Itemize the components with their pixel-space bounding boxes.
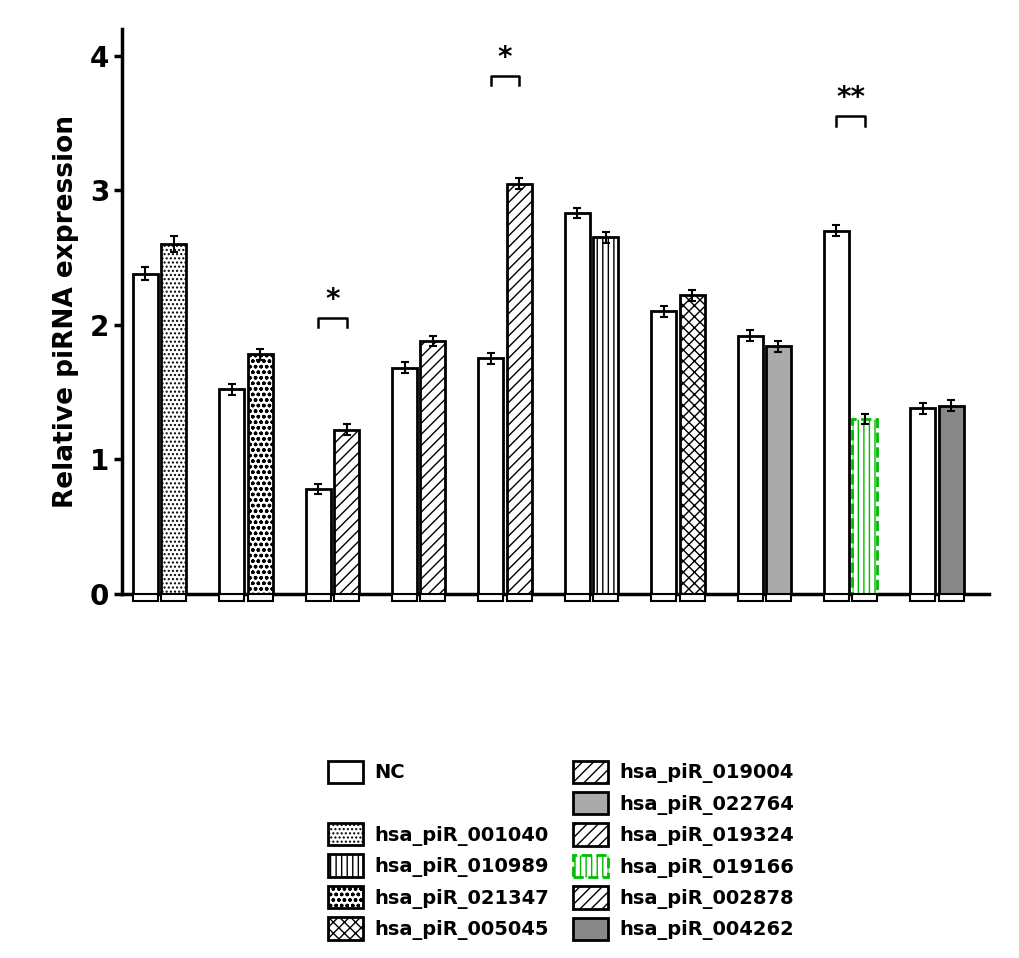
- Bar: [132, 594, 158, 601]
- Bar: [852, 594, 876, 601]
- Legend: NC, , hsa_piR_001040, hsa_piR_010989, hsa_piR_021347, hsa_piR_005045, hsa_piR_01: NC, , hsa_piR_001040, hsa_piR_010989, hs…: [320, 753, 801, 948]
- Bar: [823, 231, 848, 594]
- Bar: [333, 430, 359, 594]
- Bar: [506, 184, 531, 594]
- Bar: [650, 311, 676, 594]
- Bar: [248, 354, 272, 594]
- Bar: [565, 213, 589, 594]
- Bar: [650, 594, 676, 601]
- Bar: [219, 389, 245, 594]
- Bar: [852, 419, 876, 594]
- Bar: [593, 238, 618, 594]
- Bar: [823, 594, 848, 601]
- Bar: [593, 594, 618, 601]
- Bar: [219, 594, 245, 601]
- Bar: [420, 594, 445, 601]
- Bar: [391, 594, 417, 601]
- Bar: [909, 408, 934, 594]
- Bar: [679, 594, 704, 601]
- Bar: [765, 347, 790, 594]
- Bar: [132, 274, 158, 594]
- Bar: [161, 594, 186, 601]
- Text: *: *: [497, 44, 512, 72]
- Bar: [909, 594, 934, 601]
- Bar: [161, 244, 186, 594]
- Bar: [478, 594, 503, 601]
- Bar: [306, 489, 330, 594]
- Bar: [478, 358, 503, 594]
- Bar: [248, 594, 272, 601]
- Bar: [306, 594, 330, 601]
- Text: *: *: [325, 286, 339, 314]
- Y-axis label: Relative piRNA expression: Relative piRNA expression: [53, 115, 78, 508]
- Bar: [937, 594, 963, 601]
- Bar: [506, 594, 531, 601]
- Bar: [391, 368, 417, 594]
- Bar: [737, 335, 762, 594]
- Text: **: **: [836, 84, 864, 112]
- Bar: [737, 594, 762, 601]
- Bar: [937, 405, 963, 594]
- Bar: [679, 295, 704, 594]
- Bar: [565, 594, 589, 601]
- Bar: [420, 341, 445, 594]
- Bar: [765, 594, 790, 601]
- Bar: [333, 594, 359, 601]
